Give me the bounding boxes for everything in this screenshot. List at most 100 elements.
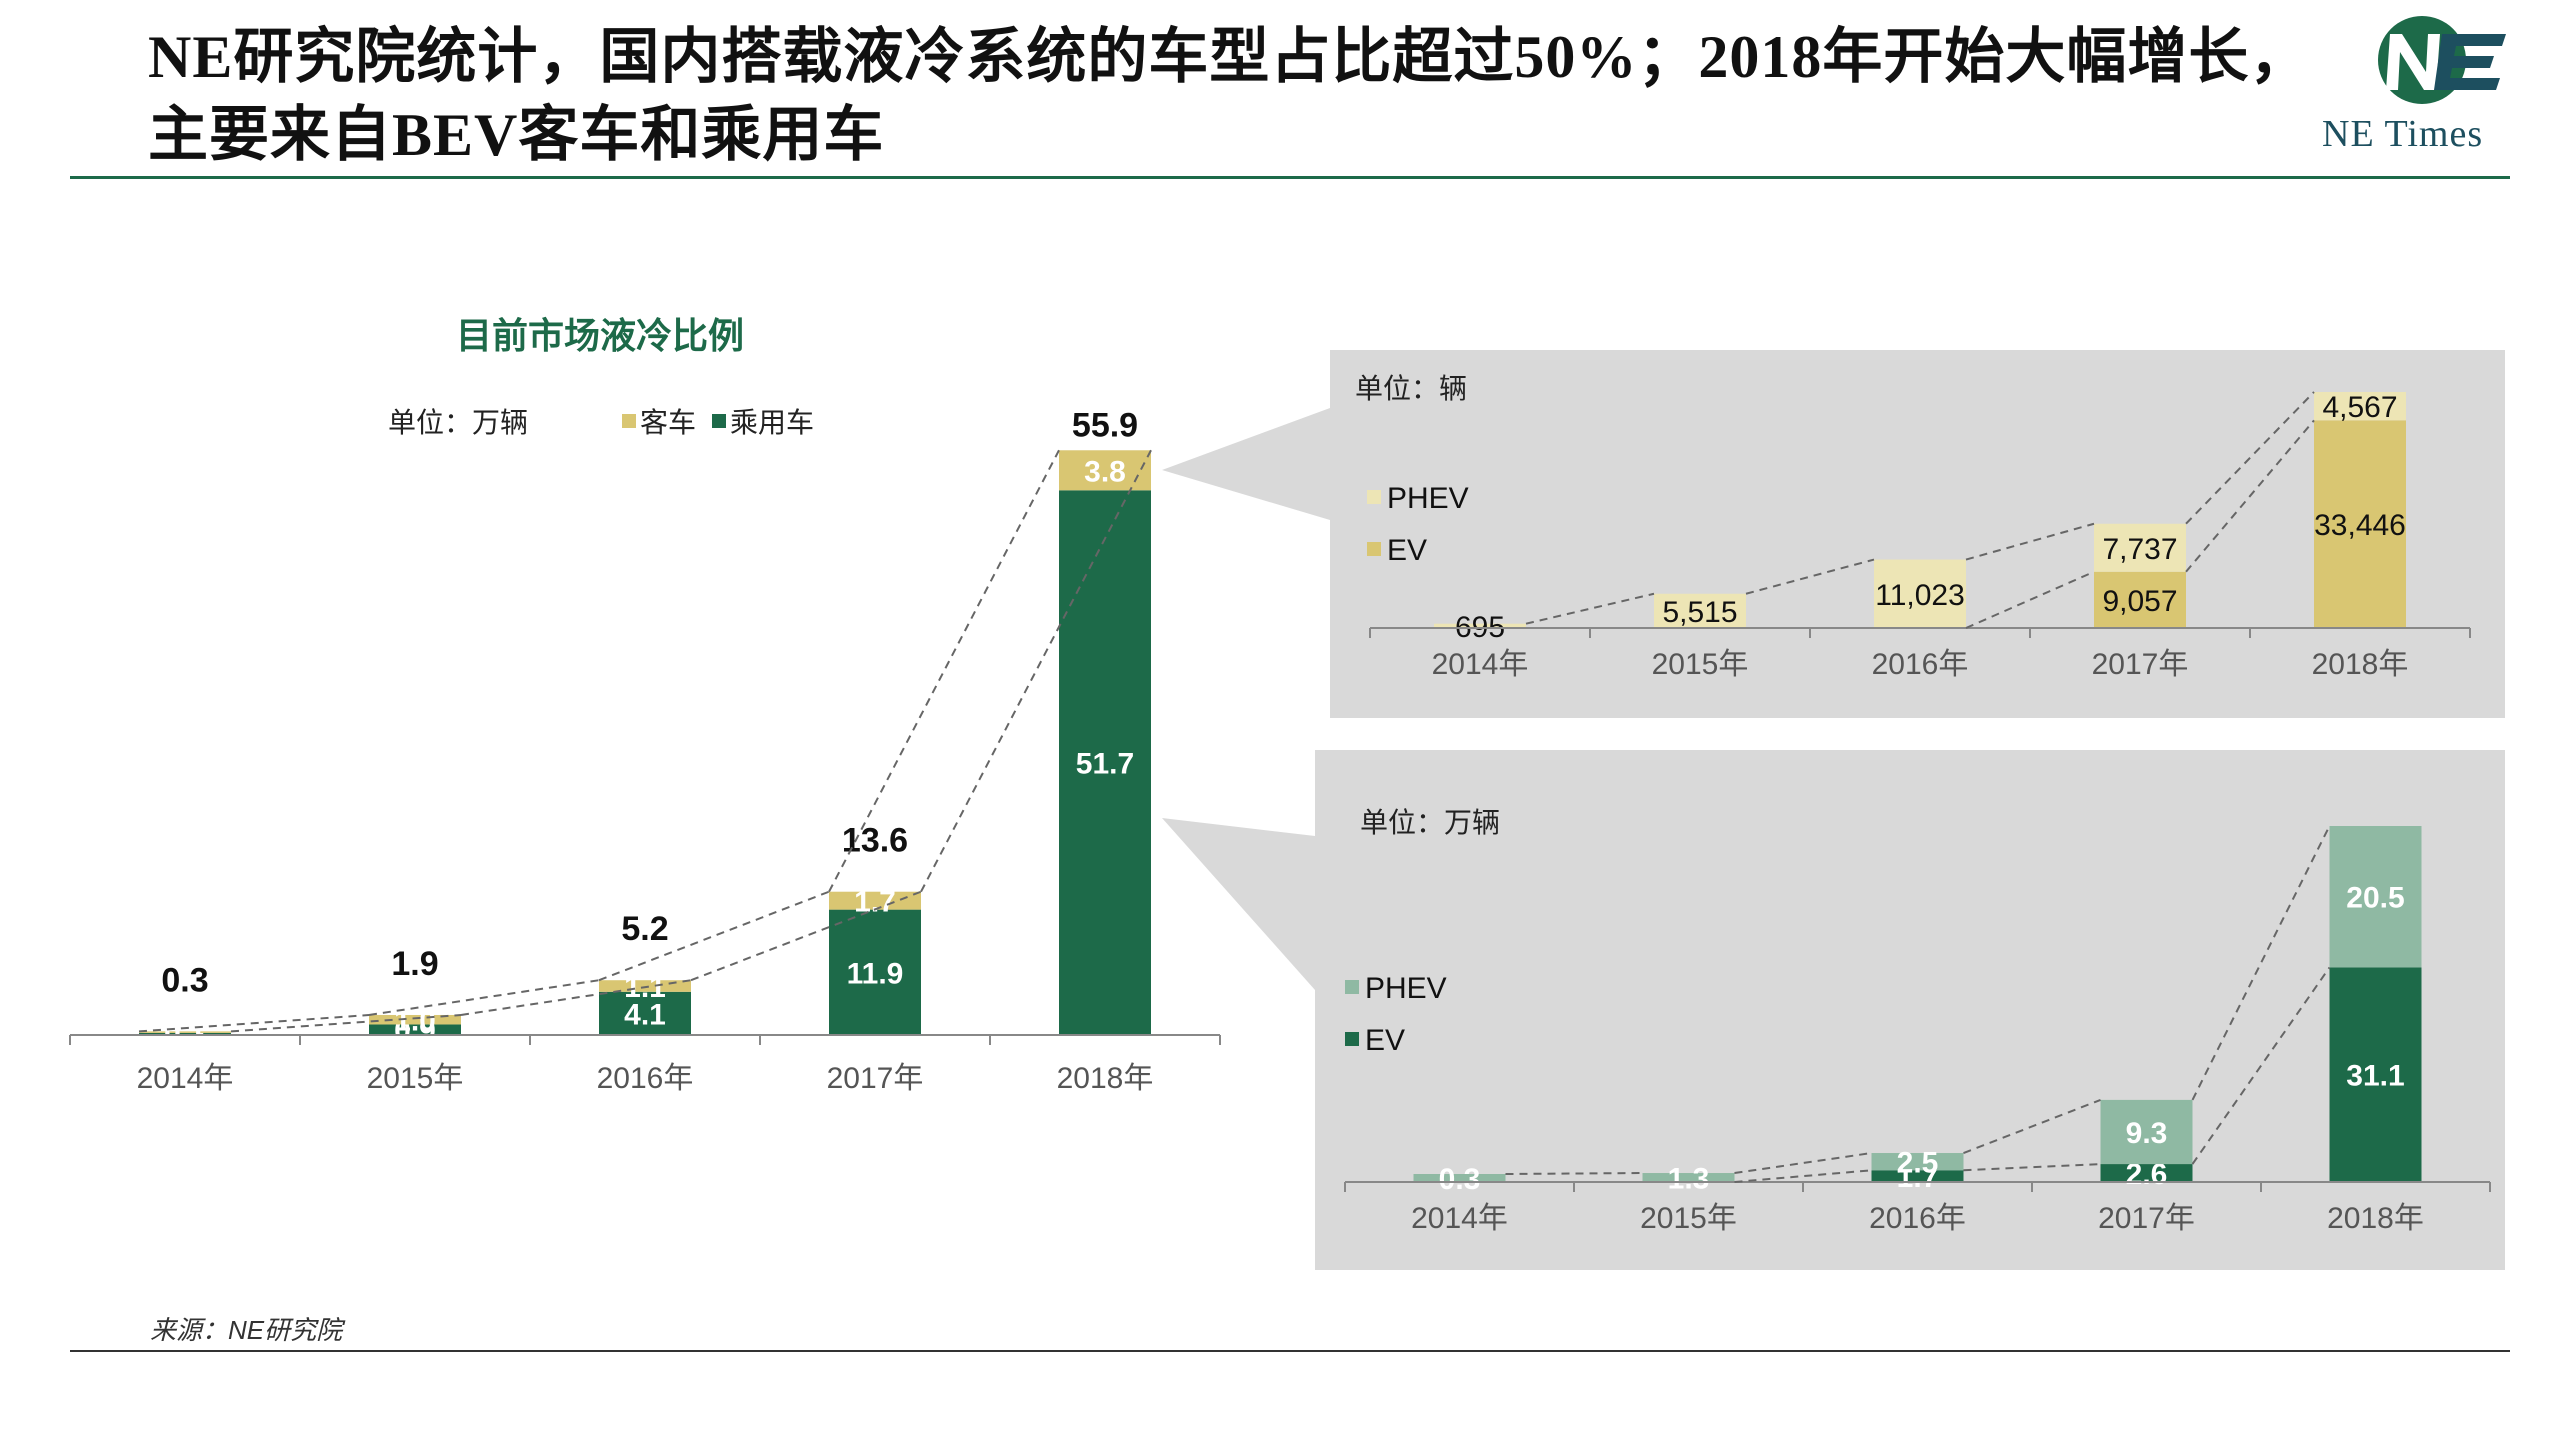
pass-data-label-phev-3: 9.3 (2126, 1117, 2168, 1150)
trend-line-right-1 (460, 979, 692, 1016)
passenger-detail-panel (1315, 750, 2505, 1270)
pass-trend-total-1 (1734, 1152, 1872, 1175)
bus-bar-phev-2 (1874, 559, 1966, 628)
bar-passenger-4 (1059, 490, 1151, 1035)
main-unit-label: 单位：万辆 (388, 407, 528, 438)
legend-swatch-bus (622, 414, 636, 428)
pass-trend-total-0 (1505, 1172, 1643, 1175)
pass-legend-label-ev: EV (1365, 1024, 1405, 1057)
bus-trend-ev-3 (2185, 419, 2315, 573)
pass-bar-ev-2 (1871, 1170, 1964, 1182)
bus-x-tick-2: 2016年 (1872, 648, 1969, 681)
callout-wedge-bus (1162, 408, 1330, 520)
x-tick-main-2: 2016年 (597, 1062, 694, 1095)
total-label-3: 13.6 (842, 822, 908, 860)
ne-times-logo-icon (2378, 16, 2506, 104)
pass-bar-phev-1 (1642, 1173, 1735, 1182)
bus-x-tick-1: 2015年 (1652, 648, 1749, 681)
pass-data-label-phev-2: 2.5 (1897, 1147, 1939, 1180)
bar-bus-2 (599, 980, 691, 992)
bar-passenger-2 (599, 991, 691, 1035)
bus-unit-label: 单位：辆 (1355, 373, 1467, 404)
bar-passenger-3 (829, 909, 921, 1035)
pass-x-tick-3: 2017年 (2098, 1202, 2195, 1235)
pass-bar-ev-4 (2329, 967, 2422, 1182)
bus-trend-total-3 (2185, 391, 2315, 525)
logo-wordmark: NE Times (2322, 113, 2484, 155)
bus-bar-phev-3 (2094, 523, 2186, 572)
bus-data-label-phev-4: 4,567 (2322, 391, 2397, 424)
passenger-detail-chart: 单位：万辆PHEVEV0.32014年1.32015年1.72.52016年2.… (1344, 807, 2491, 1235)
bus-legend-swatch-ev (1367, 542, 1381, 556)
pass-unit-label: 单位：万辆 (1360, 807, 1500, 838)
pass-bar-phev-0 (1413, 1174, 1506, 1182)
data-label-bus-3: 1.7 (854, 886, 896, 919)
x-tick-main-1: 2015年 (367, 1062, 464, 1095)
bus-trend-ev-2 (1965, 570, 2095, 629)
pass-x-tick-0: 2014年 (1411, 1202, 1508, 1235)
title-line-1: NE研究院统计，国内搭载液冷系统的车型占比超过50%；2018年开始大幅增长， (148, 24, 2311, 90)
bus-data-label-ev-3: 9,057 (2102, 585, 2177, 618)
bus-legend-label-ev: EV (1387, 534, 1427, 567)
pass-data-label-phev-1: 1.3 (1668, 1163, 1710, 1196)
trend-line-left-1 (368, 979, 600, 1016)
pass-trend-total-3 (2191, 825, 2331, 1101)
bus-bar-phev-0 (1434, 623, 1526, 628)
pass-trend-ev-3 (2191, 966, 2331, 1165)
bus-legend-swatch-phev (1367, 490, 1381, 504)
bus-detail-panel (1330, 350, 2505, 718)
pass-x-tick-2: 2016年 (1869, 1202, 1966, 1235)
pass-bar-ev-3 (2100, 1164, 2193, 1182)
pass-data-label-ev-4: 31.1 (2346, 1060, 2404, 1093)
pass-bar-phev-3 (2100, 1099, 2193, 1165)
pass-bar-phev-4 (2329, 826, 2422, 968)
pass-legend-label-phev: PHEV (1365, 972, 1447, 1005)
bus-trend-total-2 (1965, 522, 2095, 561)
header-divider (70, 176, 2510, 179)
bus-bar-phev-4 (2314, 392, 2406, 421)
total-label-4: 55.9 (1072, 406, 1138, 444)
bus-x-tick-3: 2017年 (2092, 648, 2189, 681)
bar-bus-4 (1059, 450, 1151, 491)
x-tick-main-3: 2017年 (827, 1062, 924, 1095)
footer-divider (70, 1350, 2510, 1352)
bus-trend-total-0 (1525, 592, 1655, 625)
bus-data-label-phev-2: 11,023 (1875, 579, 1965, 612)
pass-trend-ev-2 (1963, 1163, 2101, 1172)
bus-bar-ev-4 (2314, 420, 2406, 628)
bus-legend-label-phev: PHEV (1387, 482, 1469, 515)
legend-label-bus: 客车 (640, 407, 696, 438)
bar-bus-3 (829, 891, 921, 910)
pass-data-label-phev-4: 20.5 (2346, 882, 2404, 915)
bus-detail-chart: 单位：辆PHEVEV6952014年5,5152015年11,0232016年9… (1355, 373, 2471, 681)
x-tick-main-0: 2014年 (137, 1062, 234, 1095)
pass-legend-swatch-phev (1345, 980, 1359, 994)
bar-bus-1 (369, 1014, 461, 1025)
source-note: 来源：NE研究院 (150, 1315, 343, 1345)
total-label-0: 0.3 (161, 961, 208, 999)
legend-label-passenger: 乘用车 (730, 407, 814, 438)
data-label-bus-4: 3.8 (1084, 455, 1126, 488)
data-label-passenger-4: 51.7 (1076, 748, 1134, 781)
bus-bar-ev-3 (2094, 571, 2186, 628)
data-label-bus-0: 0.1 (164, 1017, 206, 1050)
title-line-2: 主要来自BEV客车和乘用车 (148, 102, 885, 168)
legend-swatch-passenger (712, 414, 726, 428)
pass-data-label-phev-0: 0.3 (1439, 1163, 1481, 1196)
bus-trend-total-1 (1745, 558, 1875, 595)
bar-passenger-1 (369, 1024, 461, 1035)
bus-bar-phev-1 (1654, 593, 1746, 628)
trend-line-left-0 (138, 1013, 370, 1033)
bus-data-label-phev-3: 7,737 (2102, 533, 2177, 566)
data-label-passenger-3: 11.9 (847, 957, 904, 990)
pass-x-tick-4: 2018年 (2327, 1202, 2424, 1235)
total-label-1: 1.9 (391, 945, 438, 983)
pass-bar-phev-2 (1871, 1153, 1964, 1171)
trend-line-right-0 (230, 1013, 462, 1033)
pass-trend-ev-1 (1734, 1169, 1872, 1183)
bus-data-label-phev-1: 5,515 (1662, 596, 1737, 629)
callout-wedge-passenger (1162, 818, 1315, 990)
bus-data-label-ev-4: 33,446 (2314, 509, 2406, 542)
trend-line-left-3 (828, 449, 1060, 893)
